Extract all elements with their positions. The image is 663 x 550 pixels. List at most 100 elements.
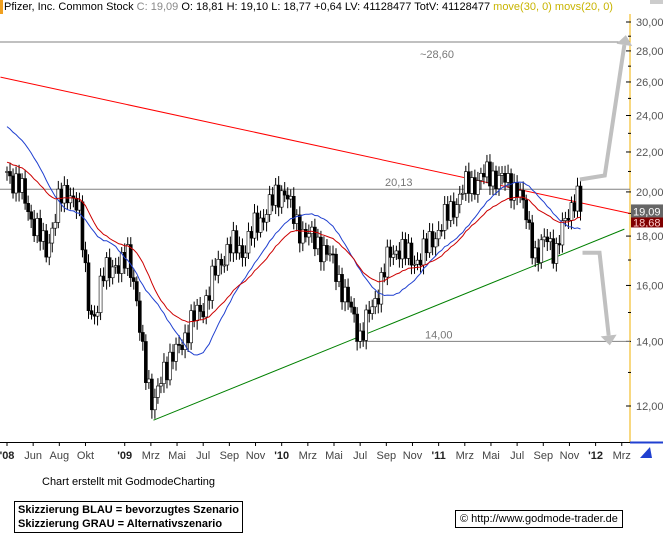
level-label: 20,13 — [385, 177, 413, 189]
candle — [128, 244, 133, 278]
candle — [44, 230, 49, 258]
candle — [210, 265, 215, 301]
x-tick-label: '08 — [0, 450, 14, 462]
candle — [373, 298, 378, 308]
candle — [177, 343, 181, 346]
candle — [35, 218, 39, 237]
x-tick-label: Mrz — [299, 450, 317, 462]
candle — [391, 253, 396, 258]
close-value: C: 19,09 — [136, 1, 179, 13]
candle — [270, 194, 275, 206]
candle — [41, 230, 46, 242]
candle — [237, 245, 242, 254]
candle — [521, 190, 525, 201]
candle — [457, 193, 462, 205]
indicator-legend: move(30, 0) movs(20, 0) — [493, 1, 613, 13]
candle — [470, 177, 474, 194]
candle — [527, 219, 531, 223]
candle — [150, 378, 154, 411]
candle — [376, 298, 381, 305]
candle — [304, 229, 308, 238]
y-tick-label: 16,00 — [636, 280, 663, 292]
candle — [479, 173, 483, 181]
x-tick-label: Sep — [220, 450, 240, 462]
candle — [134, 281, 139, 302]
candle — [186, 332, 190, 344]
candle — [56, 188, 61, 223]
candle — [279, 190, 284, 208]
candle — [467, 171, 471, 194]
candle — [153, 397, 157, 411]
candle — [110, 266, 115, 279]
candle — [50, 227, 55, 244]
candle — [26, 203, 30, 213]
candle — [228, 244, 233, 254]
candle — [412, 263, 417, 266]
candle — [288, 196, 293, 200]
candle — [536, 247, 541, 263]
candle — [560, 220, 565, 246]
x-tick-label: Mai — [325, 450, 343, 462]
candle — [144, 341, 148, 383]
candle — [482, 173, 486, 178]
x-tick-label: Jul — [510, 450, 524, 462]
ma-value-badge — [631, 217, 663, 228]
x-tick-label: Nov — [246, 450, 266, 462]
candle — [165, 361, 169, 381]
candle — [201, 311, 205, 318]
candle — [240, 245, 245, 258]
candle — [382, 272, 387, 278]
candle — [171, 351, 175, 362]
candle — [445, 204, 450, 221]
scenario-arrow-up — [579, 44, 627, 182]
scenario-arrow-down — [582, 250, 611, 336]
ohlc-values: O: 18,81 H: 19,10 L: 18,77 +0,64 LV: 411… — [181, 1, 491, 13]
candle — [59, 188, 64, 204]
candle — [95, 312, 100, 317]
candle — [545, 236, 550, 243]
x-tick-label: Nov — [560, 450, 580, 462]
candle — [174, 343, 178, 362]
x-tick-label: Mai — [482, 450, 500, 462]
candle — [89, 310, 94, 315]
candle — [515, 182, 519, 198]
candle — [361, 330, 365, 341]
candle — [427, 231, 432, 254]
candle — [364, 309, 368, 341]
candle — [14, 173, 18, 194]
candle — [509, 173, 513, 201]
arrowhead-icon — [616, 35, 633, 47]
candle — [343, 286, 347, 303]
candle — [337, 274, 341, 282]
copyright-link[interactable]: © http://www.godmode-trader.de — [455, 510, 623, 528]
candle — [38, 218, 43, 242]
candle — [162, 361, 166, 384]
candle — [68, 195, 73, 204]
candle — [307, 233, 311, 238]
candle — [557, 243, 562, 246]
candle — [258, 217, 263, 233]
candle — [180, 345, 184, 350]
candle — [418, 259, 423, 266]
candle — [539, 239, 544, 263]
x-tick-label: Sep — [377, 450, 397, 462]
x-tick-label: Mrz — [456, 450, 474, 462]
chart-header: Pfizer, Inc. Common Stock C: 19,09 O: 18… — [0, 0, 644, 14]
candle — [551, 238, 556, 264]
x-tick-label: Jul — [353, 450, 367, 462]
candle — [497, 175, 501, 190]
candle — [409, 242, 414, 266]
candle — [147, 378, 151, 383]
candle — [92, 314, 97, 317]
candle — [276, 184, 281, 208]
candle — [267, 194, 272, 215]
x-tick-label: Okt — [77, 450, 94, 462]
window-button[interactable] — [650, 0, 663, 4]
y-tick-label: 20,00 — [636, 187, 663, 199]
candle — [252, 212, 257, 239]
candle — [222, 264, 227, 267]
candle — [566, 218, 571, 221]
candle — [243, 252, 248, 258]
candle — [385, 246, 390, 278]
